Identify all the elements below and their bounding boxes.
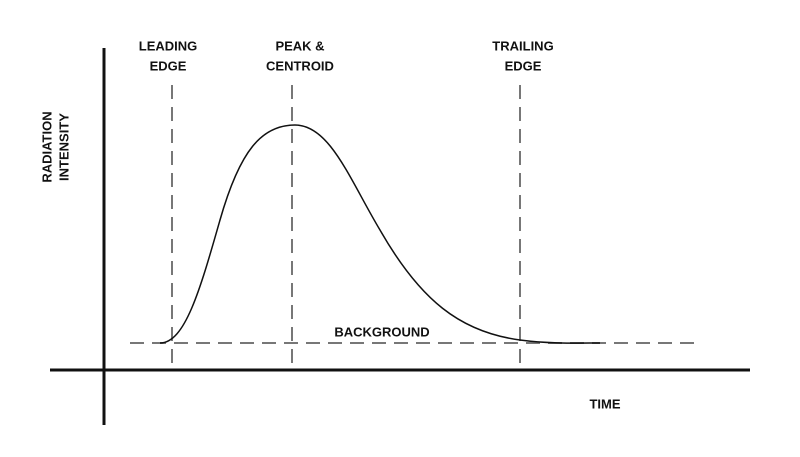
y-axis-label: INTENSITY: [56, 113, 71, 181]
x-axis-label: TIME: [589, 396, 620, 411]
marker-label: LEADING: [139, 38, 198, 53]
y-axis-label: RADIATION: [39, 111, 54, 182]
marker-label: CENTROID: [266, 58, 334, 73]
background-label: BACKGROUND: [334, 324, 429, 339]
marker-label: PEAK &: [275, 38, 324, 53]
pulse-curve: [159, 124, 601, 344]
marker-label: EDGE: [505, 58, 542, 73]
marker-label: EDGE: [150, 58, 187, 73]
marker-label: TRAILING: [492, 38, 553, 53]
